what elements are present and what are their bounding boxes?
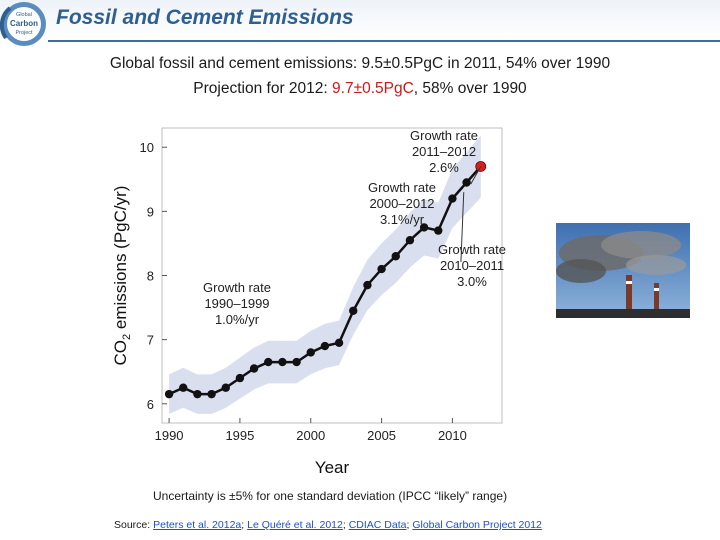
- y-tick-label: 8: [147, 269, 154, 284]
- data-point: [264, 357, 273, 367]
- y-label-co: CO: [111, 340, 130, 366]
- data-point: [434, 226, 443, 235]
- data-point: [391, 252, 400, 261]
- x-tick-label: 2010: [438, 428, 467, 443]
- emissions-chart: 1990 1995 2000 2005 2010 6 7 8 9 10 Year CO2 emissi…: [111, 127, 506, 477]
- global-carbon-project-logo: Global Carbon Project: [0, 2, 46, 46]
- data-point: [249, 364, 259, 373]
- uncertainty-note: Uncertainty is ±5% for one standard devi…: [153, 489, 508, 503]
- x-tick-label: 1990: [155, 428, 184, 443]
- data-point: [193, 389, 202, 399]
- y-label-rest: emissions (PgC/yr): [111, 186, 130, 334]
- annotation-line: 1990–1999: [204, 296, 269, 311]
- annotation-line: Growth rate: [368, 180, 436, 195]
- data-point: [363, 280, 372, 290]
- logo-text-2: Carbon: [10, 19, 38, 28]
- growth-rate-annotation: Growth rate 1990–1999 1.0%/yr: [203, 280, 271, 327]
- x-tick-label: 2005: [367, 428, 396, 443]
- data-point: [405, 236, 415, 245]
- x-axis-label: Year: [315, 458, 350, 477]
- subtitle-line-2: Projection for 2012: 9.7±0.5PgC, 58% ove…: [0, 80, 720, 98]
- y-label-subscript: 2: [121, 334, 133, 340]
- x-tick-label: 1995: [225, 428, 254, 443]
- source-link-lequere[interactable]: Le Quéré et al. 2012: [247, 519, 343, 531]
- y-tick-label: 6: [147, 397, 154, 412]
- source-link-cdiac[interactable]: CDIAC Data: [348, 519, 407, 531]
- subtitle-line-1: Global fossil and cement emissions: 9.5±…: [109, 55, 611, 72]
- data-point: [377, 264, 386, 274]
- uncertainty-band: [169, 135, 481, 414]
- slide-title: Fossil and Cement Emissions: [56, 6, 354, 29]
- y-tick-label: 10: [140, 140, 154, 155]
- projection-point: [475, 161, 487, 172]
- growth-rate-annotation: Growth rate 2000–2012 3.1%/yr: [368, 180, 436, 227]
- growth-rate-annotation: Growth rate 2011–2012 2.6%: [410, 128, 478, 175]
- subtitle-prefix: Projection for 2012:: [193, 80, 333, 97]
- projection-highlight: 9.7±0.5PgC: [332, 80, 414, 97]
- annotation-line: 2010–2011: [440, 258, 504, 273]
- data-point: [448, 194, 457, 203]
- source-link-gcp[interactable]: Global Carbon Project 2012: [412, 519, 542, 531]
- annotation-line: Growth rate: [203, 280, 271, 295]
- data-point: [221, 383, 230, 392]
- data-point: [292, 357, 301, 367]
- annotation-line: 3.0%: [457, 274, 487, 289]
- source-prefix: Source:: [114, 519, 154, 531]
- title-rule: [48, 40, 720, 42]
- data-point: [306, 348, 315, 357]
- annotation-line: Growth rate: [438, 242, 506, 257]
- data-point: [419, 223, 429, 232]
- annotation-line: 2011–2012: [412, 144, 476, 159]
- annotation-line: 2.6%: [429, 160, 459, 175]
- data-point: [164, 389, 174, 399]
- annotation-line: 2000–2012: [369, 196, 434, 211]
- data-point: [462, 178, 471, 187]
- emissions-series-line: [168, 181, 468, 396]
- subtitle-suffix: , 58% over 1990: [413, 80, 527, 97]
- y-tick-label: 9: [147, 204, 154, 219]
- data-point: [235, 373, 245, 383]
- source-separator-3: ;: [406, 519, 413, 531]
- leader-line-2010-2011: [460, 192, 465, 263]
- data-point: [320, 341, 330, 351]
- source-line: Source: Peters et al. 2012a; Le Quéré et…: [114, 519, 542, 531]
- annotation-line: 1.0%/yr: [215, 312, 260, 327]
- y-axis-label: CO2 emissions (PgC/yr): [111, 186, 133, 366]
- source-separator-2: ;: [342, 519, 349, 531]
- smokestacks-photo: [556, 223, 690, 318]
- y-tick-label: 7: [147, 333, 154, 348]
- data-point: [349, 306, 358, 315]
- data-point: [334, 338, 344, 348]
- leader-line-2011-2012: [470, 166, 482, 185]
- growth-rate-annotation: Growth rate 2010–2011 3.0%: [438, 242, 506, 289]
- source-separator-1: ;: [241, 519, 248, 531]
- annotation-line: Growth rate: [410, 128, 478, 143]
- source-link-peters[interactable]: Peters et al. 2012a: [153, 519, 242, 531]
- data-point: [179, 383, 188, 392]
- logo-text-3: Project: [15, 30, 33, 36]
- data-point: [207, 389, 216, 399]
- data-point: [278, 357, 287, 367]
- annotation-line: 3.1%/yr: [380, 212, 425, 227]
- x-tick-label: 2000: [296, 428, 325, 443]
- logo-text-1: Global: [16, 12, 32, 18]
- title-bar: [0, 0, 720, 40]
